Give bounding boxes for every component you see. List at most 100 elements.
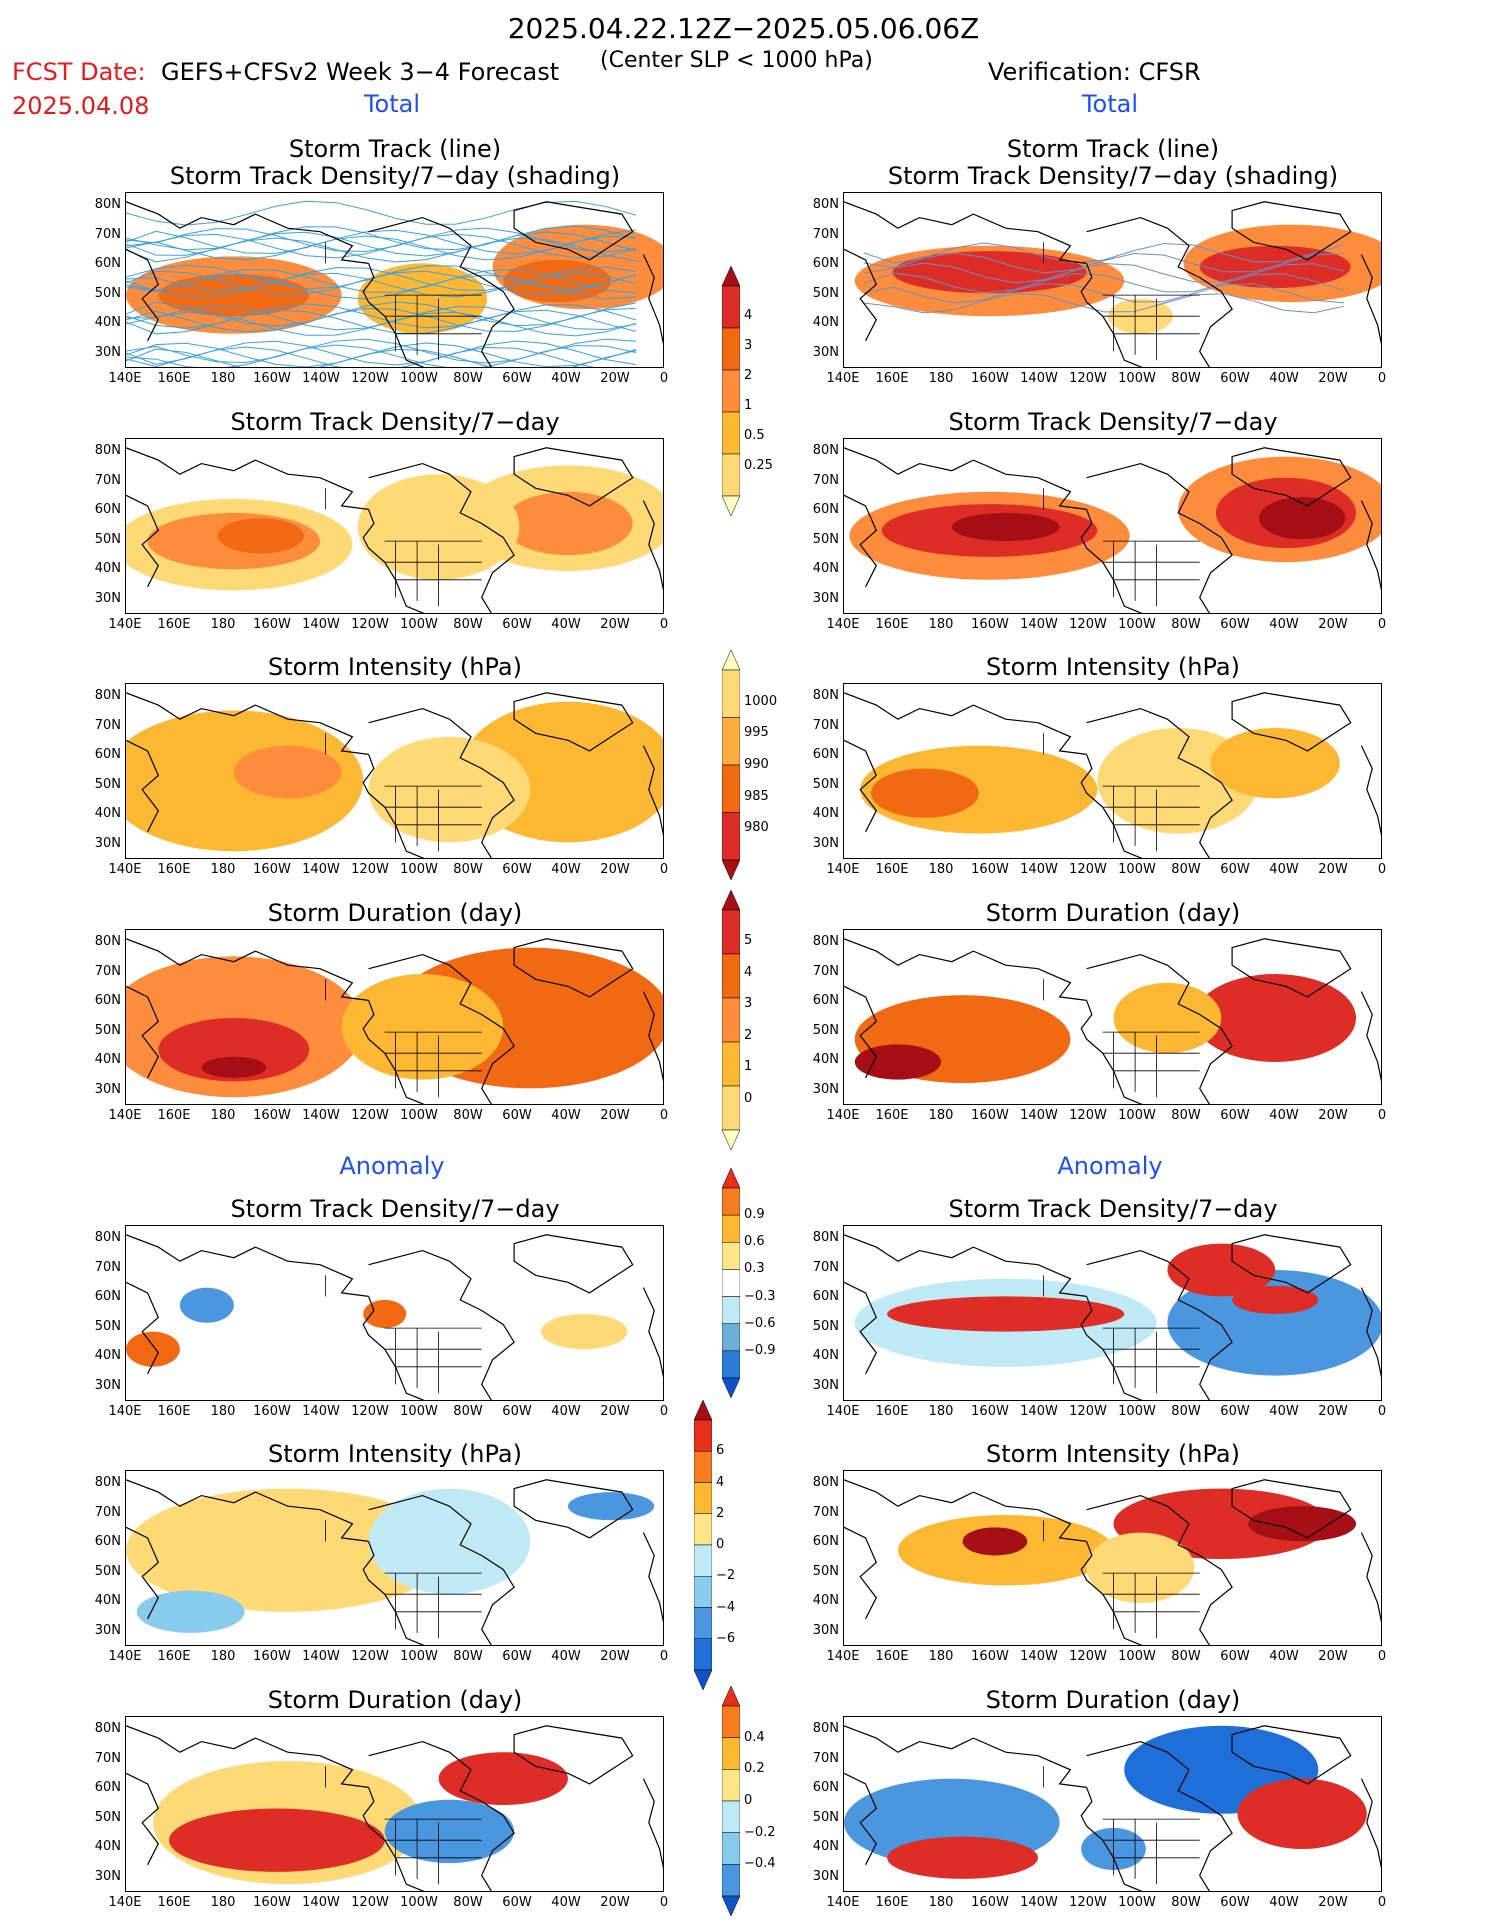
lon-tick-label: 100W	[400, 1649, 438, 1664]
lon-tick-label: 140E	[826, 1108, 860, 1123]
lat-tick-label: 40N	[812, 1593, 839, 1608]
colorbar-tick-label: 990	[744, 757, 769, 772]
colorbar-density_anom	[722, 1168, 740, 1398]
lon-tick-label: 100W	[400, 862, 438, 877]
lat-tick-label: 40N	[94, 1052, 121, 1067]
lon-tick-label: 0	[1377, 1108, 1387, 1123]
coastline	[1360, 1287, 1381, 1378]
lon-tick-label: 40W	[551, 1895, 581, 1910]
coastline	[126, 1526, 160, 1620]
lon-tick-label: 0	[1377, 1404, 1387, 1419]
lat-tick-label: 40N	[812, 1839, 839, 1854]
coastline	[368, 1249, 515, 1400]
lon-tick-label: 60W	[502, 1649, 532, 1664]
colorbar-swatch	[722, 369, 740, 413]
lat-tick-label: 80N	[812, 934, 839, 949]
colorbar-swatch	[722, 1041, 740, 1087]
colorbar-tick-label: −0.3	[744, 1288, 776, 1304]
lat-tick-label: 50N	[94, 1563, 121, 1579]
lat-tick-label: 30N	[94, 1081, 121, 1097]
lon-tick-label: 40W	[551, 371, 581, 386]
lat-tick-label: 50N	[94, 1318, 121, 1334]
colorbar-swatch	[722, 764, 740, 813]
lon-tick-label: 80W	[1171, 1108, 1201, 1123]
lon-tick-label: 60W	[502, 617, 532, 632]
lon-tick-label: 160W	[253, 1895, 291, 1910]
colorbar-tick-label: 0.4	[744, 1729, 765, 1745]
lat-tick-label: 30N	[94, 344, 121, 360]
colorbar-swatch	[694, 1576, 712, 1608]
colorbar-swatch	[722, 1129, 740, 1150]
lon-tick-label: 0	[659, 1649, 669, 1664]
lat-tick-label: 60N	[812, 747, 839, 762]
lon-tick-label: 100W	[400, 1108, 438, 1123]
lat-tick-label: 60N	[812, 1534, 839, 1549]
coastline	[844, 1772, 878, 1866]
lat-tick-label: 30N	[812, 835, 839, 851]
coastline	[513, 1234, 634, 1294]
shading-region	[158, 273, 310, 317]
shading-region	[1113, 982, 1222, 1054]
lat-tick-label: 40N	[812, 561, 839, 576]
panel-title-track: Storm Track (line) Storm Track Density/7−…	[125, 136, 665, 190]
lon-tick-label: 140E	[108, 1108, 142, 1123]
lat-tick-label: 80N	[812, 1475, 839, 1490]
lat-tick-label: 40N	[94, 1839, 121, 1854]
lon-tick-label: 100W	[400, 371, 438, 386]
coastline	[1231, 201, 1352, 261]
map-panel-dens_obs	[843, 438, 1382, 614]
shading-region	[384, 1799, 515, 1864]
lon-tick-label: 60W	[1220, 862, 1250, 877]
shading-region	[126, 1488, 450, 1612]
lat-tick-label: 50N	[812, 1563, 839, 1579]
lon-tick-label: 20W	[600, 1649, 630, 1664]
colorbar-tick-label: 2	[716, 1505, 725, 1521]
lon-tick-label: 180	[928, 862, 954, 877]
shading-region	[892, 251, 1087, 294]
lat-tick-label: 50N	[94, 1022, 121, 1038]
shading-region	[887, 1836, 1039, 1879]
map-panel-adur_obs	[843, 1716, 1382, 1892]
coastline	[642, 1778, 663, 1869]
storm-track-line	[126, 272, 637, 298]
shading-region	[126, 1331, 180, 1367]
coastline	[368, 462, 515, 613]
colorbar-swatch	[722, 1686, 740, 1707]
coastline	[126, 1281, 160, 1375]
lon-tick-label: 140W	[302, 371, 340, 386]
map-canvas	[126, 692, 663, 858]
lat-tick-label: 80N	[812, 1721, 839, 1736]
shading-region	[503, 259, 612, 303]
coastline	[362, 1541, 425, 1645]
lon-tick-label: 40W	[551, 1108, 581, 1123]
lon-tick-label: 60W	[502, 371, 532, 386]
lat-tick-label: 70N	[812, 472, 839, 488]
coastline	[1080, 1000, 1143, 1104]
lat-tick-label: 80N	[812, 197, 839, 212]
lat-tick-label: 30N	[94, 590, 121, 606]
lon-tick-label: 140W	[302, 1108, 340, 1123]
lon-tick-label: 0	[1377, 1895, 1387, 1910]
lat-tick-label: 50N	[94, 531, 121, 547]
lon-tick-label: 120W	[351, 1895, 389, 1910]
lat-tick-label: 80N	[94, 197, 121, 212]
storm-track-line	[126, 307, 637, 333]
lat-tick-label: 70N	[812, 226, 839, 242]
lon-tick-label: 160W	[253, 862, 291, 877]
colorbar-swatch	[694, 1638, 712, 1671]
colorbar-tick-label: 6	[716, 1443, 725, 1459]
storm-track-line	[126, 266, 637, 292]
lon-tick-label: 40W	[1269, 862, 1299, 877]
coastline	[642, 1287, 663, 1378]
lat-tick-label: 50N	[812, 1318, 839, 1334]
colorbar-tick-label: 1	[744, 1059, 753, 1075]
storm-track-line	[863, 272, 1345, 294]
coastline	[126, 248, 160, 342]
lon-tick-label: 160W	[971, 617, 1009, 632]
lon-tick-label: 0	[659, 1895, 669, 1910]
colorbar-tick-label: 0.25	[744, 458, 773, 473]
coastline	[513, 201, 634, 261]
coastline	[642, 991, 663, 1082]
lon-tick-label: 160E	[875, 1649, 909, 1664]
shading-region	[1259, 497, 1346, 540]
